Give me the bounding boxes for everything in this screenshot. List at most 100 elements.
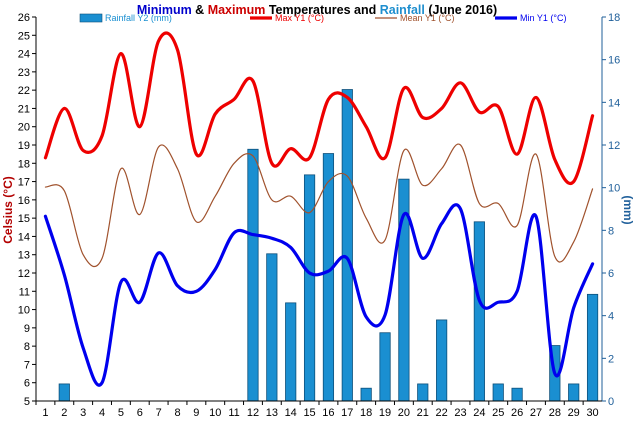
x-tick-label: 12 (247, 407, 259, 419)
y-tick-label: 6 (24, 378, 30, 390)
y-tick-label: 8 (24, 341, 30, 353)
y-axis-title: Celsius (°C) (1, 176, 15, 243)
rainfall-bar (58, 383, 70, 402)
y-tick-label: 12 (18, 268, 30, 280)
legend-label: Mean Y1 (°C) (400, 13, 454, 23)
temperature-lines (43, 31, 595, 387)
rainfall-bar (247, 148, 259, 402)
y-tick-label: 18 (18, 158, 30, 170)
y-tick-label: 22 (18, 85, 30, 97)
x-tick-label: 15 (303, 407, 315, 419)
y-tick-label: 23 (18, 67, 30, 79)
y-tick-label: 25 (18, 30, 30, 42)
rainfall-bar (285, 302, 297, 402)
x-tick-label: 3 (80, 407, 86, 419)
x-tick-label: 21 (417, 407, 429, 419)
x-tick-label: 5 (118, 407, 124, 419)
title-part: (June 2016) (425, 3, 497, 17)
rainfall-bar (417, 383, 429, 402)
y-tick-label: 24 (18, 49, 30, 61)
rainfall-bar (492, 383, 504, 402)
x-tick-label: 25 (492, 407, 504, 419)
x-tick-label: 7 (156, 407, 162, 419)
y-tick-label: 13 (18, 250, 30, 262)
title-part: Maximum (208, 3, 266, 17)
rainfall-bar (568, 383, 580, 402)
y-tick-label: 17 (18, 177, 30, 189)
x-tick-label: 4 (99, 407, 105, 419)
y2-tick-label: 6 (608, 268, 614, 280)
x-tick-label: 24 (473, 407, 485, 419)
rainfall-bar (586, 293, 599, 402)
y2-axis-title: (mm) (621, 195, 635, 224)
rainfall-bar (511, 387, 523, 402)
x-tick-label: 6 (137, 407, 143, 419)
x-tick-label: 11 (228, 407, 239, 419)
rainfall-bar (436, 319, 448, 402)
title-part: & (192, 3, 208, 17)
y-tick-label: 7 (24, 359, 30, 371)
title-part: Temperatures and (265, 3, 379, 17)
y-tick-label: 14 (18, 231, 30, 243)
legend-swatch-rainfall (79, 13, 103, 23)
max-temperature-line (43, 31, 595, 185)
y2-tick-label: 18 (608, 12, 620, 24)
title-part: Rainfall (380, 3, 425, 17)
y-tick-label: 16 (18, 195, 30, 207)
y2-tick-label: 10 (608, 183, 620, 195)
legend-label: Min Y1 (°C) (520, 13, 566, 23)
rainfall-bar (473, 221, 485, 402)
y-tick-label: 21 (18, 103, 30, 115)
y-tick-label: 26 (18, 12, 30, 24)
axes: 5678910111213141516171819202122232425260… (18, 12, 621, 419)
x-tick-label: 19 (379, 407, 391, 419)
y2-tick-label: 8 (608, 225, 614, 237)
x-tick-label: 10 (209, 407, 221, 419)
x-tick-label: 20 (398, 407, 410, 419)
x-tick-label: 23 (454, 407, 466, 419)
x-tick-label: 28 (549, 407, 561, 419)
x-tick-label: 1 (42, 407, 48, 419)
y2-tick-label: 16 (608, 55, 620, 67)
x-tick-label: 26 (511, 407, 523, 419)
x-tick-label: 27 (530, 407, 542, 419)
title-part: Minimum (137, 3, 192, 17)
x-tick-label: 22 (436, 407, 448, 419)
x-tick-label: 14 (285, 407, 297, 419)
x-tick-label: 2 (61, 407, 67, 419)
legend-label: Max Y1 (°C) (275, 13, 324, 23)
y2-tick-label: 0 (608, 396, 614, 408)
x-tick-label: 16 (322, 407, 334, 419)
x-tick-label: 13 (266, 407, 278, 419)
rainfall-bars (58, 89, 599, 402)
x-tick-label: 29 (568, 407, 580, 419)
y-tick-label: 5 (24, 396, 30, 408)
legend: Rainfall Y2 (mm) Max Y1 (°C) Mean Y1 (°C) M… (79, 13, 566, 23)
min-temperature-line (43, 203, 595, 387)
x-tick-label: 17 (341, 407, 353, 419)
rainfall-bar (266, 253, 278, 402)
y-tick-label: 9 (24, 323, 30, 335)
y2-tick-label: 14 (608, 97, 620, 109)
rainfall-bar (360, 387, 372, 402)
x-tick-label: 8 (174, 407, 180, 419)
y-tick-label: 11 (19, 286, 30, 298)
mean-temperature-line (44, 143, 594, 268)
rainfall-bar (341, 89, 353, 402)
chart-title: Minimum & Maximum Temperatures and Rainf… (137, 3, 497, 17)
y-tick-label: 10 (18, 305, 30, 317)
y-tick-label: 15 (18, 213, 30, 225)
rainfall-bar (322, 153, 335, 402)
x-tick-label: 30 (586, 407, 598, 419)
y2-tick-label: 12 (608, 140, 620, 152)
y2-tick-label: 2 (608, 353, 614, 365)
y-tick-label: 19 (18, 140, 30, 152)
rainfall-bar (379, 332, 391, 402)
x-tick-label: 9 (193, 407, 199, 419)
y2-tick-label: 4 (608, 311, 614, 323)
x-tick-label: 18 (360, 407, 372, 419)
y-tick-label: 20 (18, 122, 30, 134)
legend-label: Rainfall Y2 (mm) (105, 13, 172, 23)
